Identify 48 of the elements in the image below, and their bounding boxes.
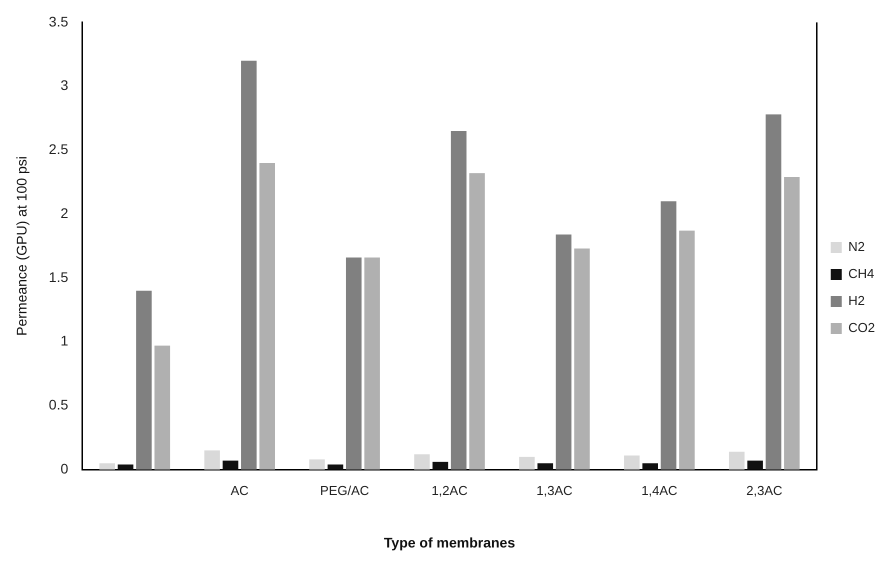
y-tick-label: 1 (60, 332, 68, 349)
x-tick-label: 1,4AC (641, 482, 678, 498)
bar (241, 60, 257, 470)
bar (624, 456, 640, 470)
y-tick-label: 3 (60, 77, 68, 94)
bar (136, 290, 152, 470)
y-tick-label: 1.5 (48, 268, 68, 285)
bar (469, 173, 485, 470)
bar (432, 462, 448, 470)
y-axis-title: Permeance (GPU) at 100 psi (13, 156, 30, 336)
x-axis-title: Type of membranes (384, 534, 516, 550)
bar (556, 234, 572, 470)
bar (259, 162, 276, 470)
bar (660, 201, 676, 470)
bar (328, 464, 344, 470)
bar (154, 346, 170, 470)
legend-label: H2 (848, 293, 865, 308)
bar (537, 463, 554, 470)
bar (204, 450, 220, 470)
y-tick-label: 2 (60, 204, 68, 221)
bar (574, 248, 590, 470)
x-tick-label: PEG/AC (320, 482, 370, 498)
x-tick-label: AC (230, 482, 249, 498)
bar (450, 131, 466, 470)
x-tick-label: 2,3AC (746, 482, 782, 498)
bar (309, 459, 325, 470)
bar (728, 452, 745, 470)
bar (784, 177, 800, 470)
legend-label: N2 (848, 239, 865, 254)
bar (99, 463, 115, 470)
y-tick-label: 0.5 (48, 396, 68, 413)
bar (747, 460, 763, 470)
bar (519, 456, 535, 470)
y-tick-label: 0 (60, 460, 68, 476)
y-tick-label: 3.5 (48, 13, 68, 30)
bar (222, 460, 238, 470)
bar (766, 114, 782, 470)
y-tick-label: 2.5 (48, 141, 68, 158)
bar (346, 258, 362, 470)
bar (118, 464, 134, 470)
bar (642, 463, 658, 470)
bar (364, 258, 380, 470)
bar (679, 230, 695, 470)
legend-label: CO2 (848, 320, 876, 336)
legend-label: CH4 (848, 266, 874, 282)
x-tick-label: 1,2AC (431, 482, 468, 498)
x-tick-label: 1,3AC (536, 482, 573, 498)
bar (414, 454, 430, 470)
